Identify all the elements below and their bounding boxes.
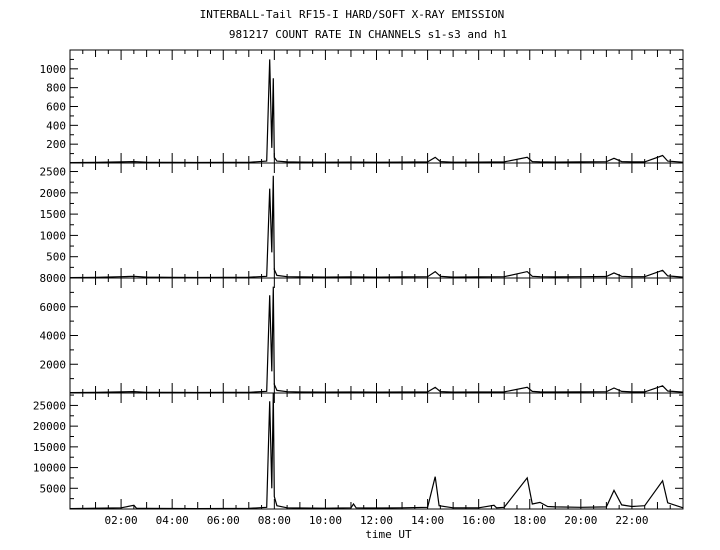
y-tick-label: 2000: [40, 358, 67, 371]
series-line-s2: [69, 175, 684, 279]
panel-h1: 5000 10000 15000 20000 25000 02:00 04:00 06:00 0…: [33, 392, 684, 541]
y-tick-label: 800: [46, 82, 66, 95]
panel-frame: [69, 49, 684, 164]
x-tick-label: 02:00: [105, 514, 138, 527]
y-tick-label: 2000: [40, 187, 67, 200]
y-tick-label: 200: [46, 138, 66, 151]
y-tick-label: 8000: [40, 272, 67, 285]
x-tick-label: 08:00: [258, 514, 291, 527]
x-tick-label: 10:00: [309, 514, 342, 527]
series-line-s1: [69, 59, 684, 164]
panel-frame: [69, 392, 684, 510]
y-tick-label: 400: [46, 119, 66, 132]
y-tick-label: 6000: [40, 301, 67, 314]
x-axis-label: time UT: [365, 528, 412, 541]
y-tick-label: 20000: [33, 420, 66, 433]
series-line-s3: [69, 286, 684, 394]
chart-title: INTERBALL-Tail RF15-I HARD/SOFT X-RAY EM…: [199, 8, 505, 21]
y-tick-label: 25000: [33, 399, 66, 412]
panel-frame: [69, 162, 684, 279]
y-tick-label: 10000: [33, 462, 66, 475]
x-tick-label: 12:00: [360, 514, 393, 527]
chart-subtitle: 981217 COUNT RATE IN CHANNELS s1-s3 and …: [228, 28, 508, 41]
y-tick-label: 4000: [40, 330, 67, 343]
panel-s2: 500 1000 1500 2000 2500: [40, 162, 684, 279]
x-tick-label: 18:00: [513, 514, 546, 527]
y-tick-label: 600: [46, 101, 66, 114]
y-tick-label: 500: [46, 251, 66, 264]
panel-s1: 200 400 600 800 1000: [40, 49, 684, 164]
x-tick-label: 06:00: [207, 514, 240, 527]
panel-s3: 2000 4000 6000 8000: [40, 272, 684, 394]
y-tick-label: 1500: [40, 208, 67, 221]
y-tick-label: 5000: [40, 482, 67, 495]
y-tick-label: 1000: [40, 229, 67, 242]
y-tick-label: 1000: [40, 63, 67, 76]
series-line-h1: [69, 392, 684, 510]
x-tick-label: 22:00: [615, 514, 648, 527]
y-tick-label: 15000: [33, 441, 66, 454]
y-tick-label: 2500: [40, 166, 67, 179]
x-tick-label: 04:00: [156, 514, 189, 527]
x-tick-label: 16:00: [462, 514, 495, 527]
x-tick-label: 14:00: [411, 514, 444, 527]
x-tick-label: 20:00: [564, 514, 597, 527]
panel-frame: [69, 277, 684, 394]
